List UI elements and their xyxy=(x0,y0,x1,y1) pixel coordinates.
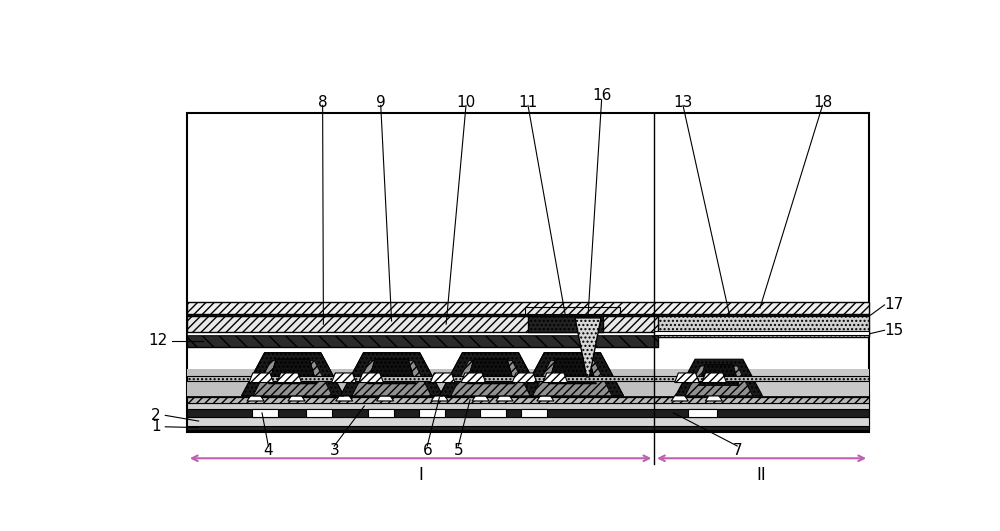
Polygon shape xyxy=(247,394,264,401)
Text: 1: 1 xyxy=(151,419,161,434)
Polygon shape xyxy=(533,361,612,396)
Polygon shape xyxy=(242,353,344,396)
Polygon shape xyxy=(377,394,394,401)
Polygon shape xyxy=(472,394,489,401)
Polygon shape xyxy=(359,373,383,382)
Bar xyxy=(688,409,717,417)
Text: I: I xyxy=(418,466,423,484)
Polygon shape xyxy=(277,373,302,382)
Polygon shape xyxy=(671,394,688,401)
Polygon shape xyxy=(467,359,514,384)
Bar xyxy=(187,113,869,432)
Polygon shape xyxy=(675,373,699,382)
Polygon shape xyxy=(439,353,542,396)
Polygon shape xyxy=(269,359,317,384)
Polygon shape xyxy=(451,361,530,396)
Polygon shape xyxy=(336,394,353,401)
Polygon shape xyxy=(249,373,274,382)
Polygon shape xyxy=(253,361,332,396)
Text: 10: 10 xyxy=(456,95,476,110)
Polygon shape xyxy=(685,366,753,396)
Bar xyxy=(187,417,869,425)
Polygon shape xyxy=(512,373,537,382)
Polygon shape xyxy=(242,353,344,396)
Bar xyxy=(528,316,603,332)
Polygon shape xyxy=(451,361,530,396)
Text: 4: 4 xyxy=(264,443,273,458)
Text: 16: 16 xyxy=(592,88,611,103)
Polygon shape xyxy=(705,394,722,401)
Polygon shape xyxy=(496,394,513,401)
Polygon shape xyxy=(543,373,568,382)
Bar xyxy=(187,397,869,402)
Polygon shape xyxy=(575,318,601,377)
Bar xyxy=(187,303,869,314)
Text: 5: 5 xyxy=(453,443,463,458)
Bar xyxy=(187,376,869,381)
Polygon shape xyxy=(675,359,762,396)
Bar xyxy=(252,409,278,417)
Bar xyxy=(187,316,658,332)
Polygon shape xyxy=(702,373,726,382)
Polygon shape xyxy=(431,394,448,401)
Polygon shape xyxy=(430,373,455,382)
Polygon shape xyxy=(340,353,443,396)
Bar xyxy=(187,402,869,409)
Bar xyxy=(525,307,620,314)
Bar xyxy=(187,369,654,396)
Text: 6: 6 xyxy=(422,443,432,458)
Text: 18: 18 xyxy=(813,95,832,110)
Bar xyxy=(306,409,332,417)
Text: 7: 7 xyxy=(732,443,742,458)
Bar xyxy=(419,409,445,417)
Text: 12: 12 xyxy=(148,333,167,348)
Polygon shape xyxy=(352,361,431,396)
Polygon shape xyxy=(352,361,431,396)
Polygon shape xyxy=(467,359,514,384)
Bar xyxy=(187,335,658,347)
Polygon shape xyxy=(368,359,415,384)
Bar xyxy=(187,425,869,430)
Text: 2: 2 xyxy=(151,408,161,423)
Text: 17: 17 xyxy=(885,297,904,312)
Bar xyxy=(187,391,869,397)
Bar xyxy=(187,409,869,417)
Bar xyxy=(187,332,658,335)
Bar xyxy=(480,409,506,417)
Text: 8: 8 xyxy=(318,95,327,110)
Text: 3: 3 xyxy=(329,443,339,458)
Polygon shape xyxy=(288,394,305,401)
Bar xyxy=(521,409,547,417)
Text: 13: 13 xyxy=(673,95,693,110)
Text: II: II xyxy=(757,466,766,484)
Polygon shape xyxy=(521,353,623,396)
Bar xyxy=(654,314,869,337)
Polygon shape xyxy=(340,353,443,396)
Polygon shape xyxy=(461,373,486,382)
Polygon shape xyxy=(537,394,554,401)
Bar xyxy=(368,409,394,417)
Text: 11: 11 xyxy=(518,95,538,110)
Polygon shape xyxy=(548,359,596,384)
Polygon shape xyxy=(699,365,739,386)
Bar xyxy=(654,331,869,335)
Polygon shape xyxy=(533,361,612,396)
Text: 9: 9 xyxy=(376,95,386,110)
Polygon shape xyxy=(332,373,356,382)
Bar xyxy=(187,314,869,316)
Polygon shape xyxy=(368,359,415,384)
Bar xyxy=(654,369,869,396)
Polygon shape xyxy=(253,361,332,396)
Polygon shape xyxy=(439,353,542,396)
Text: 15: 15 xyxy=(885,323,904,338)
Polygon shape xyxy=(269,359,317,384)
Polygon shape xyxy=(521,353,623,396)
Polygon shape xyxy=(548,359,596,384)
